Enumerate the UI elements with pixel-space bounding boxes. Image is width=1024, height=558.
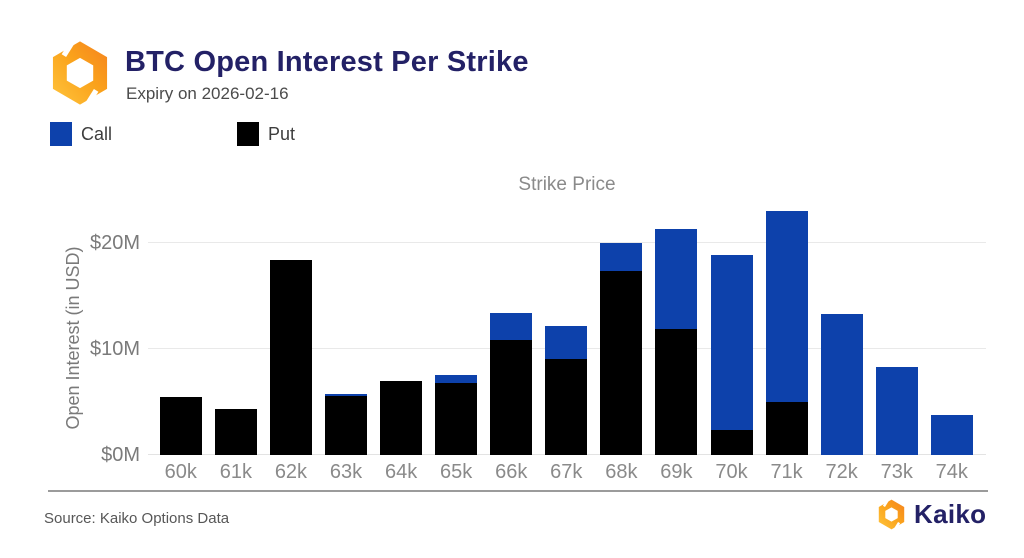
page-title: BTC Open Interest Per Strike <box>125 46 529 78</box>
kaiko-wordmark: Kaiko <box>914 499 987 529</box>
kaiko-logo-icon-small <box>878 499 905 530</box>
bar-65k-put[interactable] <box>435 382 478 455</box>
bar-73k-call[interactable] <box>875 367 918 455</box>
legend-label-put: Put <box>268 123 296 144</box>
kaiko-brand[interactable]: Kaiko <box>876 499 986 530</box>
bar-70k-call[interactable] <box>710 254 753 430</box>
x-tick-label-71k: 71k <box>770 461 803 483</box>
x-tick-label-73k: 73k <box>880 461 913 483</box>
y-axis-ticks: $0M $10M $20M <box>56 205 140 466</box>
x-tick-label-67k: 67k <box>550 461 583 483</box>
bar-69k-put[interactable] <box>655 328 698 455</box>
bar-68k-put[interactable] <box>600 270 643 455</box>
bar-68k-call[interactable] <box>600 243 643 271</box>
y-tick-label: $10M <box>89 338 140 361</box>
legend-item-call[interactable]: Call <box>50 122 112 146</box>
y-tick-label: $20M <box>89 232 140 255</box>
legend-label-call: Call <box>81 123 113 144</box>
bar-71k-call[interactable] <box>765 211 808 403</box>
y-tick-label: $0M <box>101 444 140 466</box>
x-tick-label-66k: 66k <box>495 461 528 483</box>
plot-area <box>148 205 986 455</box>
x-tick-label-69k: 69k <box>660 461 693 483</box>
kaiko-logo-icon <box>52 40 108 106</box>
footer-divider <box>48 490 988 492</box>
bar-71k-put[interactable] <box>765 402 808 455</box>
x-axis-title: Strike Price <box>518 174 616 195</box>
x-tick-label-62k: 62k <box>274 461 308 483</box>
bar-69k-call[interactable] <box>655 229 698 329</box>
x-tick-label-68k: 68k <box>605 461 638 483</box>
bar-62k-put[interactable] <box>269 260 312 455</box>
x-tick-label-63k: 63k <box>329 461 363 483</box>
call-color-swatch <box>50 122 72 146</box>
bar-60k-put[interactable] <box>159 396 202 455</box>
source-note: Source: Kaiko Options Data <box>44 510 230 527</box>
x-axis-labels: 60k 61k 62k 63k 64k 65k 66k 67k 68k 69k 70k 71k 72k 7… <box>148 461 986 485</box>
bar-67k-put[interactable] <box>545 358 588 455</box>
bar-70k-put[interactable] <box>710 429 753 455</box>
bar-72k-call[interactable] <box>820 314 863 455</box>
bar-66k-put[interactable] <box>490 339 533 455</box>
bar-64k-put[interactable] <box>380 380 423 455</box>
bar-61k-put[interactable] <box>214 409 257 455</box>
bar-74k-call[interactable] <box>930 414 973 455</box>
bar-65k-call[interactable] <box>435 374 478 383</box>
x-tick-label-61k: 61k <box>219 461 252 483</box>
chart-subtitle: Expiry on 2026-02-16 <box>126 84 289 103</box>
bar-63k-call[interactable] <box>325 393 367 396</box>
gridline-$20M <box>148 242 986 244</box>
x-tick-label-74k: 74k <box>935 461 968 483</box>
x-tick-label-60k: 60k <box>164 461 197 483</box>
x-tick-label-70k: 70k <box>715 461 748 483</box>
put-color-swatch <box>237 122 259 146</box>
bar-63k-put[interactable] <box>325 395 367 455</box>
bar-67k-call[interactable] <box>545 325 588 359</box>
x-tick-label-64k: 64k <box>384 461 418 483</box>
legend-item-put[interactable]: Put <box>237 122 295 146</box>
x-tick-label-72k: 72k <box>825 461 858 483</box>
x-tick-label-65k: 65k <box>440 461 473 483</box>
bar-66k-call[interactable] <box>490 313 533 340</box>
